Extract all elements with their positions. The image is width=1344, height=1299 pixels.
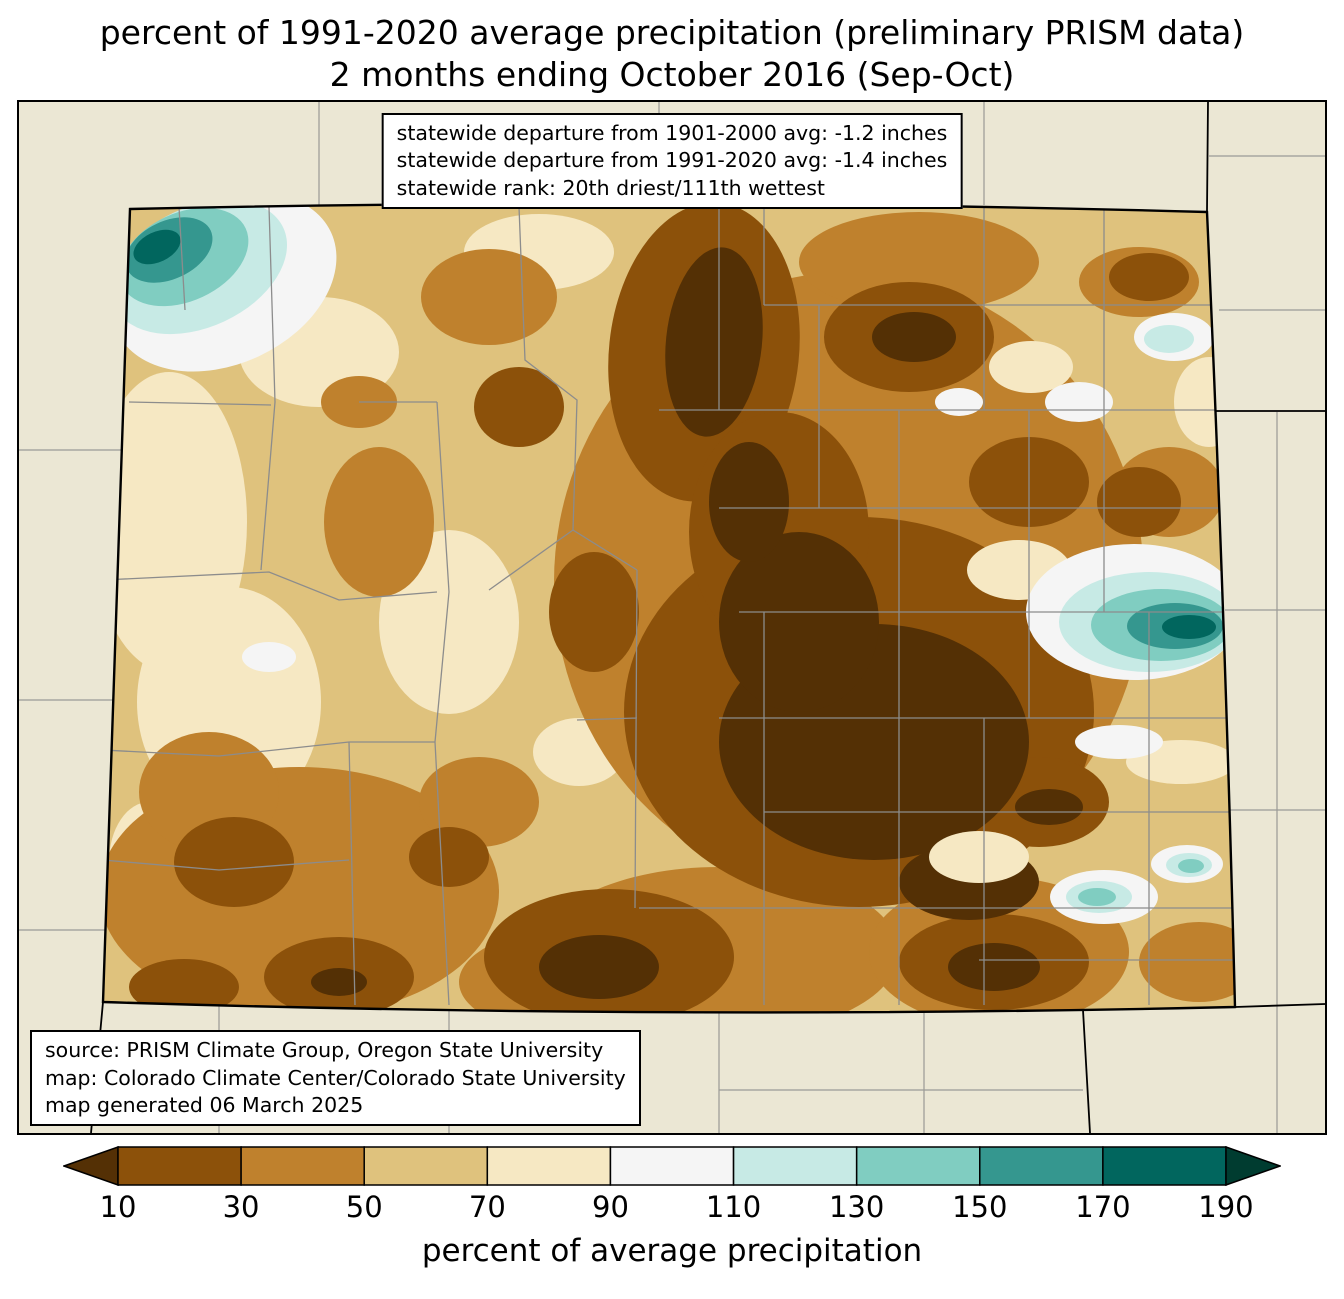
colorbar-label: percent of average precipitation	[421, 1233, 923, 1269]
stats-line-1: statewide departure from 1901-2000 avg: …	[396, 121, 948, 145]
colorbar-segment	[240, 1146, 365, 1186]
colorbar-ticks: 10 30 50 70 90 110 130 150 170 190	[63, 1190, 1281, 1226]
contour-region	[419, 757, 539, 847]
contour-region	[1139, 922, 1235, 1002]
contour-region	[989, 341, 1073, 393]
contour-region	[324, 447, 434, 597]
contour-region	[1045, 382, 1113, 422]
colorbar-scale	[63, 1146, 1281, 1186]
contour-region	[1078, 888, 1116, 906]
contour-region	[549, 552, 639, 672]
statewide-stats-box: statewide departure from 1901-2000 avg: …	[381, 113, 963, 209]
colorbar-segment	[609, 1146, 735, 1186]
colorbar-tick: 110	[705, 1190, 762, 1224]
contour-region	[242, 642, 296, 672]
county-line	[103, 206, 638, 1006]
contour-region	[719, 532, 879, 712]
colorbar-tick: 150	[952, 1190, 1008, 1224]
colorbar-segment	[486, 1146, 612, 1186]
contour-layer-lt-10	[311, 247, 1083, 999]
colorbar: 10 30 50 70 90 110 130 150 170 190	[63, 1146, 1281, 1226]
colorbar-segment	[732, 1146, 858, 1186]
contour-region	[409, 827, 489, 887]
county-line	[639, 207, 1235, 1005]
contour-region	[174, 817, 294, 907]
source-credit-box: source: PRISM Climate Group, Oregon Stat…	[30, 1030, 641, 1126]
source-line-1: source: PRISM Climate Group, Oregon Stat…	[45, 1038, 604, 1063]
colorado-county-lines	[103, 206, 1235, 1006]
contour-region	[129, 959, 239, 1013]
contour-region	[665, 247, 763, 437]
colorbar-tick: 50	[345, 1190, 383, 1224]
colorbar-over-arrow	[1225, 1146, 1281, 1186]
title-line-1: percent of 1991-2020 average precipitati…	[99, 13, 1245, 52]
contour-region	[872, 312, 956, 362]
contour-region	[1015, 789, 1083, 825]
contour-region	[474, 367, 564, 447]
contour-region	[133, 229, 181, 265]
colorbar-under-arrow	[63, 1146, 119, 1186]
colorbar-tick: 170	[1075, 1190, 1131, 1224]
colorbar-tick: 90	[592, 1190, 629, 1224]
source-line-2: map: Colorado Climate Center/Colorado St…	[45, 1065, 626, 1090]
colorado-fill-layers	[103, 203, 1235, 1013]
source-line-3: map generated 06 March 2025	[45, 1092, 364, 1117]
colorbar-tick: 70	[468, 1190, 506, 1224]
colorbar-segment	[117, 1146, 242, 1186]
colorbar-segment	[1102, 1146, 1227, 1186]
contour-region	[311, 968, 367, 996]
contour-region	[539, 935, 659, 999]
map-frame: statewide departure from 1901-2000 avg: …	[17, 100, 1327, 1135]
colorbar-tick: 190	[1198, 1190, 1254, 1224]
title-line-2: 2 months ending October 2016 (Sep-Oct)	[329, 54, 1015, 94]
contour-region	[948, 943, 1040, 991]
contour-region	[709, 442, 789, 562]
contour-region	[1097, 467, 1181, 537]
contour-region	[1075, 725, 1163, 759]
colorbar-segment	[979, 1146, 1104, 1186]
contour-region	[929, 831, 1029, 883]
contour-region	[1109, 253, 1189, 301]
colorbar-segment	[855, 1146, 981, 1186]
stats-line-3: statewide rank: 20th driest/111th wettes…	[396, 175, 825, 200]
colorbar-tick: 10	[99, 1190, 137, 1224]
contour-region	[1162, 615, 1216, 639]
colorbar-tick: 30	[222, 1190, 260, 1224]
contour-region	[1178, 859, 1204, 873]
stats-line-2: statewide departure from 1991-2020 avg: …	[396, 148, 948, 173]
contour-region	[1144, 325, 1194, 353]
colorbar-tick: 130	[828, 1190, 885, 1224]
contour-region	[935, 388, 983, 416]
figure-title: percent of 1991-2020 average precipitati…	[0, 12, 1344, 96]
contour-region	[799, 212, 1039, 312]
contour-region	[421, 249, 557, 345]
colorbar-segment	[363, 1146, 489, 1186]
precipitation-map	[19, 102, 1325, 1133]
contour-layer-170-190	[133, 229, 1216, 639]
